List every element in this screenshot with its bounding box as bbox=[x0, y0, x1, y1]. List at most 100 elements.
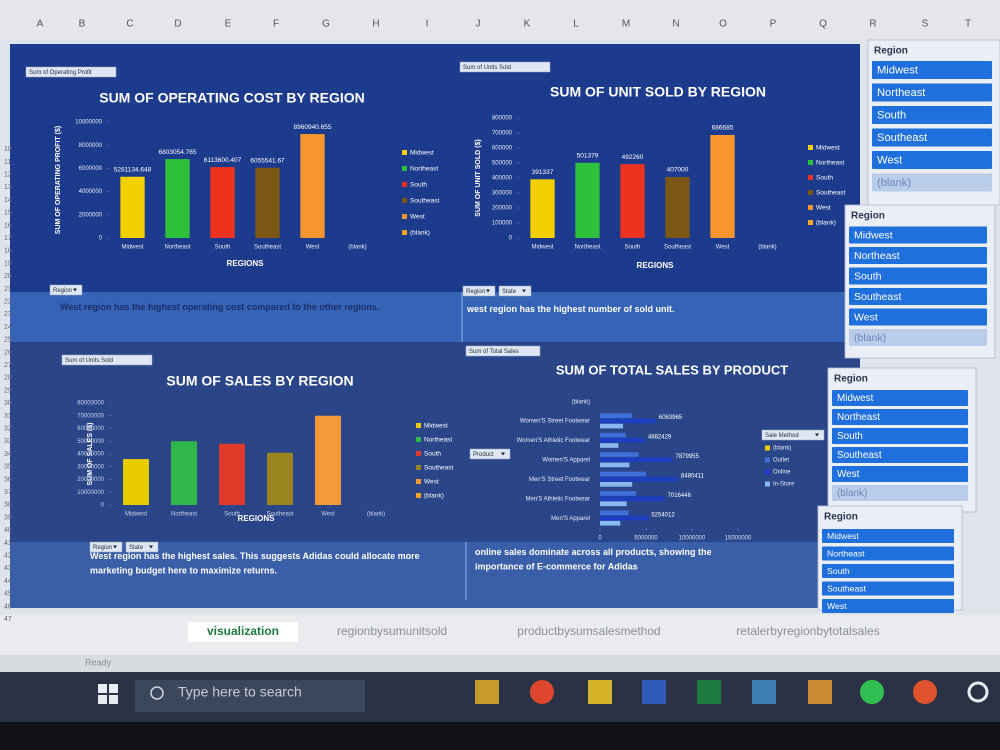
slicer-item[interactable] bbox=[849, 247, 987, 264]
bar bbox=[600, 423, 623, 429]
row-header: 44 bbox=[4, 578, 12, 585]
dropdown-arrow bbox=[522, 289, 526, 293]
y-tick-label: 40000000 bbox=[77, 452, 104, 458]
column-header: O bbox=[719, 19, 727, 30]
filter-button[interactable] bbox=[498, 285, 532, 297]
x-tick-label: West bbox=[306, 245, 320, 251]
app-icon[interactable] bbox=[588, 680, 612, 704]
slicer-item[interactable] bbox=[822, 529, 954, 543]
field-button[interactable] bbox=[61, 354, 153, 366]
bar bbox=[600, 471, 646, 477]
slicer-item[interactable] bbox=[849, 226, 987, 244]
slicer-item[interactable] bbox=[832, 428, 968, 444]
slicer-item-label: South bbox=[827, 566, 850, 576]
bar bbox=[600, 476, 679, 482]
app-icon[interactable] bbox=[642, 680, 666, 704]
slicer-item[interactable] bbox=[832, 466, 968, 482]
filter-button[interactable] bbox=[462, 285, 496, 297]
slicer-item[interactable] bbox=[822, 581, 954, 596]
row-header: 46 bbox=[4, 603, 12, 610]
row-header: 28 bbox=[4, 375, 12, 382]
y-tick-label: 4000000 bbox=[79, 189, 103, 195]
settings-icon[interactable] bbox=[967, 681, 989, 703]
bar bbox=[620, 164, 645, 238]
column-header: K bbox=[524, 19, 531, 30]
app-icon[interactable] bbox=[808, 680, 832, 704]
app-icon[interactable] bbox=[530, 680, 554, 704]
field-button[interactable] bbox=[459, 61, 551, 73]
windows-logo[interactable] bbox=[98, 684, 118, 704]
bar bbox=[300, 134, 325, 238]
bar bbox=[600, 515, 649, 521]
field-button[interactable] bbox=[465, 345, 541, 357]
row-header: 15 bbox=[4, 210, 12, 217]
legend-button[interactable] bbox=[761, 429, 825, 441]
app-icon[interactable] bbox=[752, 680, 776, 704]
column-header: C bbox=[126, 19, 133, 30]
column-header: I bbox=[426, 19, 429, 30]
y-tick-label: 800000 bbox=[492, 116, 513, 122]
search-box[interactable] bbox=[135, 680, 365, 712]
field-button-label: Sum of Total Sales bbox=[469, 349, 519, 355]
active-tab[interactable] bbox=[188, 622, 298, 642]
row-header: 29 bbox=[4, 387, 12, 394]
slicer-item-label: West bbox=[837, 469, 860, 480]
slicer-item[interactable] bbox=[849, 267, 987, 285]
app-icon[interactable] bbox=[697, 680, 721, 704]
filter-button[interactable] bbox=[49, 284, 83, 296]
slicer-item[interactable] bbox=[832, 447, 968, 463]
row-header: 30 bbox=[4, 400, 12, 407]
slicer-item-label: Midwest bbox=[827, 531, 859, 541]
legend-label: Midwest bbox=[816, 145, 840, 152]
slicer-item-label: (blank) bbox=[837, 488, 867, 499]
slicer-item[interactable] bbox=[872, 173, 992, 192]
x-tick-label: South bbox=[625, 245, 641, 251]
slicer-item-label: Southeast bbox=[837, 450, 882, 461]
slicer-item[interactable] bbox=[849, 329, 987, 346]
bar bbox=[530, 179, 555, 238]
slicer-item[interactable] bbox=[872, 128, 992, 147]
slicer-item[interactable] bbox=[832, 485, 968, 501]
slicer-item[interactable] bbox=[872, 106, 992, 124]
field-button-label: Sum of Operating Profit bbox=[29, 70, 92, 76]
slicer-item[interactable] bbox=[822, 546, 954, 561]
slicer-item[interactable] bbox=[822, 599, 954, 613]
field-button[interactable] bbox=[25, 66, 117, 78]
y-tick-label: Men'S Apparel bbox=[551, 516, 590, 522]
logo-pane bbox=[109, 684, 118, 693]
row-header: 20 bbox=[4, 273, 12, 280]
slicer-item[interactable] bbox=[832, 390, 968, 406]
slicer-item[interactable] bbox=[822, 564, 954, 578]
row-header: 11 bbox=[4, 159, 11, 166]
legend-label: West bbox=[816, 205, 831, 212]
data-label: 501379 bbox=[577, 153, 599, 160]
slicer-item[interactable] bbox=[832, 409, 968, 425]
row-button[interactable] bbox=[469, 448, 511, 460]
slicer-item-label: West bbox=[854, 311, 878, 323]
row-header: 37 bbox=[4, 489, 12, 496]
filter-button[interactable] bbox=[89, 541, 123, 553]
legend-label: South bbox=[816, 175, 833, 182]
x-tick-label: West bbox=[321, 512, 335, 518]
y-tick-label: (blank) bbox=[572, 399, 590, 405]
bar bbox=[165, 159, 190, 238]
row-header: 35 bbox=[4, 464, 12, 471]
filter-button[interactable] bbox=[125, 541, 159, 553]
slicer-item[interactable] bbox=[849, 288, 987, 305]
row-header: 47 bbox=[4, 616, 12, 623]
slicer-item[interactable] bbox=[872, 83, 992, 102]
legend-swatch bbox=[416, 465, 421, 470]
row-header: 40 bbox=[4, 527, 12, 534]
y-tick-label: 8000000 bbox=[79, 143, 103, 149]
row-header: 33 bbox=[4, 438, 12, 445]
app-icon[interactable] bbox=[860, 680, 884, 704]
slicer-item[interactable] bbox=[849, 308, 987, 326]
slicer-title: Region bbox=[874, 46, 908, 57]
bar bbox=[600, 482, 633, 487]
app-icon[interactable] bbox=[475, 680, 499, 704]
app-icon[interactable] bbox=[913, 680, 937, 704]
slicer-item[interactable] bbox=[872, 151, 992, 169]
legend-label: Midwest bbox=[410, 150, 434, 157]
column-header-bar bbox=[0, 0, 1000, 40]
slicer-item[interactable] bbox=[872, 61, 992, 79]
